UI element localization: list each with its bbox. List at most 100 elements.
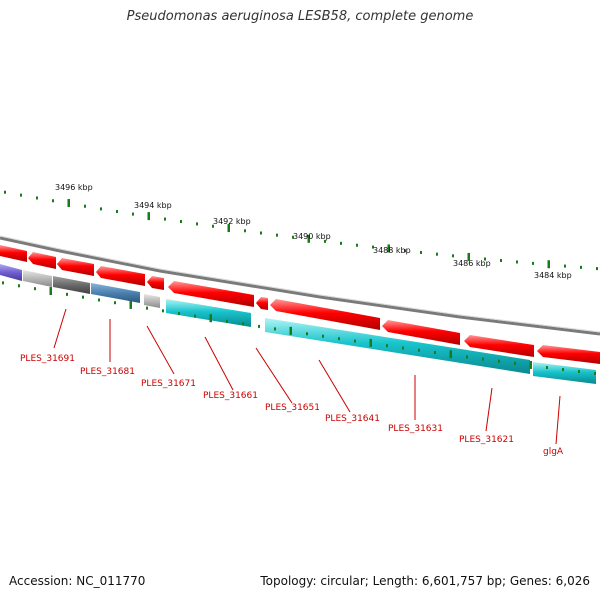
- minor-tick: [146, 306, 148, 310]
- forward-gene: [270, 299, 380, 330]
- minor-tick: [420, 250, 422, 254]
- major-tick: [369, 338, 372, 347]
- gene-leader-line: [318, 359, 351, 413]
- tick-label: 3488 kbp: [373, 246, 411, 255]
- major-tick: [129, 300, 132, 309]
- minor-tick: [484, 257, 486, 261]
- minor-tick: [594, 372, 596, 376]
- minor-tick: [196, 222, 198, 226]
- minor-tick: [260, 231, 262, 235]
- minor-tick: [564, 264, 566, 268]
- gene-label: PLES_31691: [20, 354, 75, 364]
- minor-tick: [532, 261, 534, 265]
- minor-tick: [292, 235, 294, 239]
- major-tick: [307, 234, 310, 243]
- minor-tick: [258, 324, 260, 328]
- tick-label: 3490 kbp: [293, 232, 331, 241]
- genome-backbone-highlight: [0, 235, 600, 333]
- minor-tick: [514, 361, 516, 365]
- rna-gene: [0, 264, 22, 281]
- reverse-strand-genes: [0, 264, 596, 384]
- minor-tick: [4, 190, 6, 194]
- minor-tick: [306, 332, 308, 336]
- major-tick: [67, 199, 70, 208]
- minor-tick: [324, 239, 326, 243]
- minor-tick: [418, 348, 420, 352]
- minor-tick: [436, 252, 438, 256]
- minor-tick: [340, 241, 342, 245]
- minor-tick: [164, 217, 166, 221]
- gene-blue: [91, 283, 140, 303]
- gene-leader-line: [146, 325, 175, 375]
- minor-tick: [178, 311, 180, 315]
- reverse-gene: [166, 299, 251, 327]
- forward-gene: [96, 266, 145, 286]
- minor-tick: [434, 351, 436, 355]
- tick-label: 3494 kbp: [134, 201, 172, 210]
- minor-tick: [34, 287, 36, 291]
- tick-label: 3492 kbp: [213, 217, 251, 226]
- major-tick: [467, 252, 470, 261]
- minor-tick: [100, 207, 102, 211]
- minor-tick: [274, 327, 276, 331]
- forward-gene: [464, 335, 534, 357]
- forward-gene: [256, 297, 268, 310]
- major-tick: [289, 326, 292, 335]
- minor-tick: [516, 260, 518, 264]
- gene-leader-line: [204, 336, 234, 391]
- minor-tick: [322, 334, 324, 338]
- gene-leader-line: [53, 308, 67, 349]
- minor-tick: [212, 224, 214, 228]
- gene-label: PLES_31671: [141, 379, 196, 389]
- genome-summary-text: Topology: circular; Length: 6,601,757 bp…: [260, 574, 590, 588]
- forward-gene: [28, 252, 56, 269]
- forward-gene: [382, 320, 460, 345]
- minor-tick: [386, 344, 388, 348]
- minor-tick: [466, 355, 468, 359]
- forward-gene: [168, 281, 254, 307]
- minor-tick: [226, 319, 228, 323]
- map-title: Pseudomonas aeruginosa LESB58, complete …: [126, 9, 474, 24]
- minor-tick: [18, 284, 20, 288]
- minor-tick: [596, 267, 598, 271]
- minor-tick: [66, 292, 68, 296]
- minor-tick: [500, 259, 502, 262]
- minor-tick: [36, 196, 38, 200]
- accession-text: Accession: NC_011770: [9, 574, 146, 588]
- minor-tick: [276, 233, 278, 237]
- major-tick: [529, 360, 532, 369]
- gene-label-leaders: [53, 308, 561, 445]
- minor-tick: [338, 337, 340, 341]
- gene-leader-line: [485, 387, 493, 432]
- major-tick: [49, 287, 52, 296]
- minor-tick: [114, 301, 116, 305]
- major-tick: [387, 244, 390, 253]
- minor-tick: [84, 204, 86, 208]
- minor-tick: [356, 243, 358, 247]
- forward-strand-genes: [0, 245, 600, 364]
- gene-labels: PLES_31691 PLES_31681 PLES_31671 PLES_31661…: [20, 354, 564, 457]
- scale-tick-labels: 3496 kbp 3494 kbp 3492 kbp 3490 kbp 3488 kbp…: [55, 183, 572, 280]
- minor-tick: [244, 229, 246, 233]
- minor-tick: [546, 366, 548, 370]
- minor-tick: [402, 346, 404, 350]
- tick-label: 3486 kbp: [453, 259, 491, 268]
- gene-leader-line: [555, 395, 561, 445]
- gene-label: PLES_31661: [203, 391, 258, 401]
- major-tick: [209, 314, 212, 323]
- gene-label: glgA: [543, 447, 564, 457]
- gene-leader-line: [255, 347, 293, 404]
- pseudo-gene: [23, 270, 52, 287]
- minor-tick: [354, 339, 356, 343]
- minor-tick: [372, 245, 374, 249]
- forward-gene: [0, 245, 27, 262]
- reverse-gene: [265, 318, 530, 374]
- minor-tick: [562, 368, 564, 372]
- gene-label: PLES_31641: [325, 414, 380, 424]
- gene-label: PLES_31681: [80, 367, 135, 377]
- forward-gene: [147, 276, 164, 290]
- gene-label: PLES_31631: [388, 424, 443, 434]
- minor-tick: [194, 314, 196, 318]
- forward-gene: [537, 345, 600, 364]
